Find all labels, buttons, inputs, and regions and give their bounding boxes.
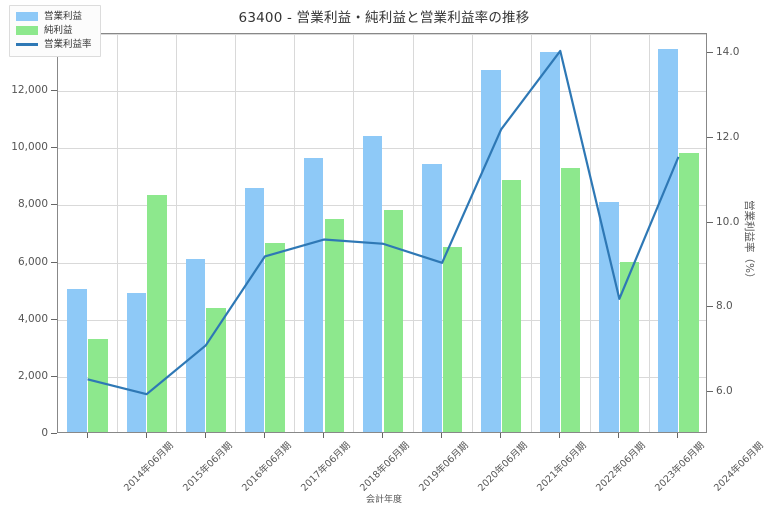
line-path [87,49,680,396]
bar-net-profit [147,195,167,432]
bar-net-profit [265,242,285,432]
y-tick-label-left: 6,000 [17,255,48,268]
gridline-vertical [235,34,237,432]
legend-label: 営業利益 [44,11,83,22]
x-tick-label: 2022年06月期 [594,440,648,494]
plot-area [57,33,707,433]
y-tick-mark-left [51,147,57,149]
x-tick-mark [382,433,383,438]
bar-net-profit [679,152,699,432]
x-tick-label: 2023年06月期 [653,440,708,494]
legend-label: 純利益 [44,24,73,36]
y-tick-mark-left [51,433,57,434]
bar-net-profit [501,179,522,432]
gridline-vertical [412,34,414,432]
gridline-vertical [353,34,355,432]
x-tick-mark [263,433,265,438]
y-tick-label-right: 6.0 [716,385,733,398]
x-tick-label: 2024年06月期 [712,440,767,494]
bar-operating-profit [422,164,442,432]
bar-net-profit [324,218,344,432]
y-tick-label-left: 0 [41,427,48,439]
x-tick-mark [145,433,147,438]
x-tick-mark [677,433,679,438]
x-tick-mark [86,433,88,438]
bar-operating-profit [481,69,501,432]
gridline-vertical [117,34,119,432]
y-tick-label-left: 8,000 [17,198,48,211]
y-tick-label-left: 4,000 [17,312,48,325]
line-series-operating-margin [87,49,680,396]
x-tick-label: 2018年06月期 [357,440,412,494]
y-tick-mark-left [51,261,57,263]
bar-operating-profit [303,157,324,432]
bar-operating-profit [362,136,383,432]
gridline-vertical [471,34,473,432]
legend-swatch-bar [16,12,38,22]
x-tick-mark [204,433,206,438]
x-tick-label: 2016年06月期 [239,440,294,494]
bar-operating-profit [658,49,678,432]
y-tick-mark-right [707,221,713,223]
bar-net-profit [560,167,581,432]
legend-item[interactable]: 営業利益率 [16,38,92,52]
x-tick-label: 2014年06月期 [121,440,176,494]
y-tick-label-left: 2,000 [17,369,48,382]
x-tick-label: 2020年06月期 [476,440,530,494]
legend-item[interactable]: 営業利益 [16,10,92,24]
gridline-vertical [589,34,591,432]
chart-title: 63400 - 営業利益・純利益と営業利益率の推移 [238,10,530,26]
legend-swatch-bar [16,26,38,36]
y-tick-mark-right [707,391,713,393]
bar-net-profit [442,246,463,432]
bar-operating-profit [67,289,87,432]
bar-net-profit [88,339,108,432]
x-tick-mark [618,433,620,438]
bar-operating-profit [126,292,147,432]
bar-operating-profit [244,187,265,432]
y-axis-label-right: 営業利益率（%） [743,200,755,284]
y-tick-mark-left [51,204,57,206]
chart-legend: 営業利益純利益営業利益率 [9,5,101,58]
y-tick-mark-right [707,306,713,308]
x-axis-label: 会計年度 [365,495,402,505]
bar-operating-profit [599,201,619,432]
x-tick-mark [500,433,502,438]
bar-operating-profit [540,52,560,432]
y-tick-mark-left [51,375,57,377]
gridline-vertical [294,34,296,432]
x-tick-label: 2017年06月期 [298,440,353,494]
y-tick-mark-right [707,136,713,138]
y-tick-mark-right [707,52,713,54]
x-tick-label: 2015年06月期 [180,440,235,494]
y-tick-label-left: 10,000 [11,141,48,154]
gridline-horizontal [58,91,706,93]
y-tick-label-right: 10.0 [716,215,740,228]
y-tick-mark-left [51,90,57,92]
legend-item[interactable]: 純利益 [16,24,92,38]
bar-operating-profit [185,259,206,432]
legend-swatch-line [16,43,38,46]
bar-net-profit [619,261,640,432]
y-tick-mark-left [51,318,57,320]
x-tick-label: 2019年06月期 [417,440,471,494]
y-tick-label-left: 12,000 [11,84,48,97]
x-tick-label: 2021年06月期 [535,440,589,494]
bar-net-profit [383,210,404,432]
gridline-vertical [176,34,178,432]
y-tick-label-right: 14.0 [716,46,740,59]
y-tick-label-right: 8.0 [716,300,733,313]
gridline-vertical [648,34,650,432]
x-tick-mark [559,433,561,438]
gridline-vertical [530,34,532,432]
x-tick-mark [322,433,324,438]
gridline-horizontal [58,34,706,35]
y-tick-label-right: 12.0 [716,130,740,143]
x-tick-mark [441,433,443,438]
legend-label: 営業利益率 [44,38,92,50]
